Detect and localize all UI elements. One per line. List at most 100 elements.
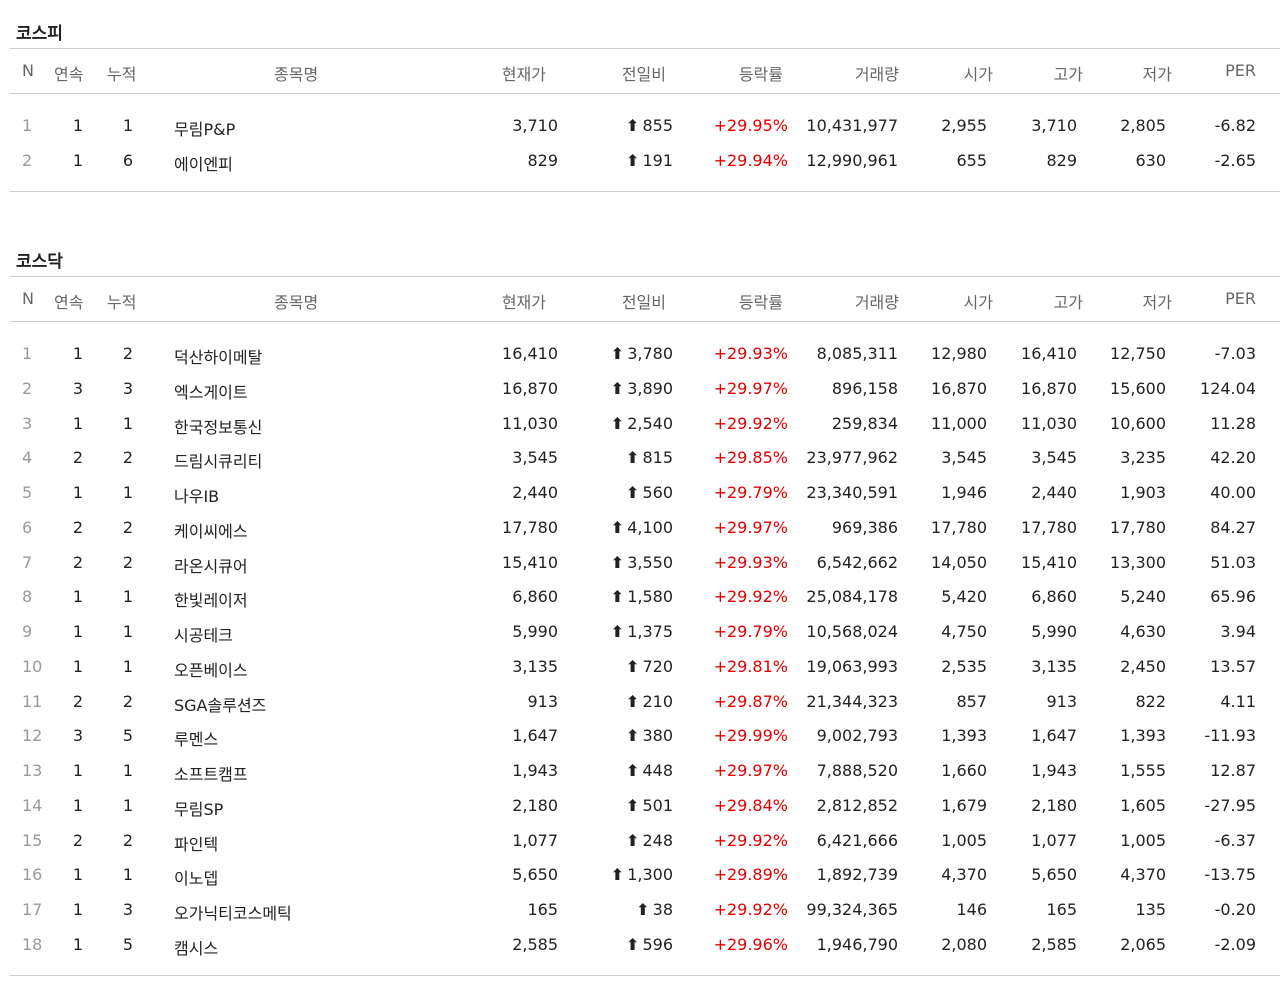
table-row: 6 2 2 케이씨에스 17,780 ⬆ 4,100 +29.97% 969,386 17,780… — [10, 510, 1280, 545]
high-cell: 17,780 — [1021, 517, 1077, 537]
change-cell: ⬆ 815 — [626, 448, 673, 467]
col-rate-header[interactable]: 등락률 — [738, 65, 783, 84]
stock-name-link[interactable]: 오픈베이스 — [174, 660, 248, 680]
stock-name-link[interactable]: 무림SP — [174, 799, 224, 819]
change-cell: ⬆ 2,540 — [611, 414, 673, 433]
volume-cell: 12,990,961 — [806, 150, 898, 170]
high-cell: 6,860 — [1031, 587, 1077, 607]
stock-name-link[interactable]: 한국정보통신 — [174, 417, 263, 437]
low-cell: 1,903 — [1120, 483, 1166, 502]
stock-name-link[interactable]: 나우IB — [174, 487, 220, 506]
stock-name-link[interactable]: 라온시큐어 — [174, 556, 248, 576]
change-value: 855 — [642, 116, 673, 135]
stock-name-link[interactable]: 무림P&P — [174, 120, 236, 139]
stock-name-link[interactable]: 드림시큐리티 — [174, 452, 263, 472]
stock-name-link[interactable]: 한빛레이저 — [174, 591, 248, 611]
col-consecutive-header[interactable]: 연속 — [54, 65, 84, 84]
change-cell: ⬆ 3,550 — [611, 553, 673, 572]
stock-name-link[interactable]: SGA솔루션즈 — [174, 695, 267, 715]
up-arrow-icon: ⬆ — [626, 830, 640, 850]
per-cell: 40.00 — [1210, 483, 1256, 502]
col-low-header[interactable]: 저가 — [1142, 65, 1172, 84]
rank-cell: 10 — [22, 656, 43, 676]
col-cumulative-header[interactable]: 누적 — [107, 65, 137, 84]
table-row: 4 2 2 드림시큐리티 3,545 ⬆ 815 +29.85% 23,977,962 3,545… — [10, 440, 1280, 475]
up-arrow-icon: ⬆ — [626, 691, 640, 711]
col-high-header[interactable]: 고가 — [1053, 293, 1083, 312]
col-cumulative-header[interactable]: 누적 — [107, 293, 137, 312]
cumulative-cell: 2 — [122, 552, 134, 572]
col-low-header[interactable]: 저가 — [1142, 293, 1172, 312]
rate-cell: +29.95% — [713, 116, 788, 135]
open-cell: 2,955 — [941, 116, 987, 135]
col-price-header[interactable]: 현재가 — [501, 293, 546, 312]
col-rate-header[interactable]: 등락률 — [738, 293, 783, 312]
table-row: 17 1 3 오가닉티코스메틱 165 ⬆ 38 +29.92% 99,324,365 146 16… — [10, 892, 1280, 927]
price-cell: 2,180 — [512, 795, 558, 815]
volume-cell: 259,834 — [831, 413, 898, 433]
open-cell: 5,420 — [941, 587, 987, 607]
low-cell: 2,450 — [1120, 656, 1166, 676]
up-arrow-icon: ⬆ — [626, 726, 640, 746]
col-consecutive-header[interactable]: 연속 — [54, 293, 84, 312]
high-cell: 1,647 — [1031, 726, 1077, 746]
price-cell: 3,710 — [512, 116, 558, 135]
stock-name-link[interactable]: 루멘스 — [174, 730, 219, 750]
stock-name-link[interactable]: 오가닉티코스메틱 — [174, 904, 292, 923]
per-cell: -6.82 — [1214, 116, 1256, 135]
col-per-header[interactable]: PER — [1225, 289, 1256, 308]
kosdaq-title: 코스닥 — [16, 252, 63, 272]
kosdaq-table-header: N 연속 누적 종목명 현재가 전일비 등락률 거래량 시가 고가 저가 PER — [10, 276, 1280, 322]
col-name-header[interactable]: 종목명 — [274, 293, 319, 312]
volume-cell: 2,812,852 — [816, 795, 898, 815]
change-value: 720 — [642, 656, 673, 676]
high-cell: 2,585 — [1031, 934, 1077, 954]
stock-name-link[interactable]: 엑스게이트 — [174, 382, 248, 402]
col-n-header[interactable]: N — [22, 61, 34, 80]
high-cell: 16,870 — [1021, 378, 1077, 398]
high-cell: 165 — [1046, 900, 1077, 919]
up-arrow-icon: ⬆ — [626, 483, 640, 502]
change-value: 815 — [642, 448, 673, 468]
stock-name-link[interactable]: 케이씨에스 — [174, 521, 248, 541]
table-row: 15 2 2 파인텍 1,077 ⬆ 248 +29.92% 6,421,666 1,005 1,0… — [10, 823, 1280, 858]
change-value: 1,375 — [627, 622, 673, 641]
rank-cell: 1 — [22, 344, 33, 363]
stock-name-link[interactable]: 캠시스 — [174, 938, 219, 958]
col-n-header[interactable]: N — [22, 289, 34, 308]
change-value: 448 — [642, 761, 673, 780]
open-cell: 2,535 — [941, 656, 987, 676]
per-cell: 51.03 — [1210, 552, 1256, 572]
table-row: 3 1 1 한국정보통신 11,030 ⬆ 2,540 +29.92% 259,834 11,00… — [10, 406, 1280, 441]
up-arrow-icon: ⬆ — [610, 587, 625, 607]
stock-name-link[interactable]: 이노뎁 — [174, 869, 219, 889]
col-price-header[interactable]: 현재가 — [501, 65, 546, 84]
low-cell: 17,780 — [1110, 517, 1166, 537]
price-cell: 913 — [527, 691, 558, 711]
per-cell: -0.20 — [1214, 900, 1256, 919]
col-high-header[interactable]: 고가 — [1053, 65, 1083, 84]
col-change-header[interactable]: 전일비 — [621, 293, 666, 312]
col-name-header[interactable]: 종목명 — [274, 65, 319, 84]
col-volume-header[interactable]: 거래량 — [854, 293, 899, 312]
rank-cell: 1 — [22, 116, 33, 135]
rate-cell: +29.79% — [713, 622, 788, 641]
table-row: 13 1 1 소프트캠프 1,943 ⬆ 448 +29.97% 7,888,520 1,660 1… — [10, 753, 1280, 788]
change-cell: ⬆ 1,300 — [611, 865, 673, 884]
cumulative-cell: 6 — [122, 150, 134, 170]
stock-name-link[interactable]: 시공테크 — [174, 626, 233, 645]
stock-name-link[interactable]: 에이엔피 — [174, 154, 233, 174]
rank-cell: 13 — [22, 761, 43, 780]
change-cell: ⬆ 248 — [626, 831, 673, 850]
col-volume-header[interactable]: 거래량 — [854, 65, 899, 84]
col-per-header[interactable]: PER — [1225, 61, 1256, 80]
up-arrow-icon: ⬆ — [610, 378, 625, 398]
stock-name-link[interactable]: 파인텍 — [174, 834, 219, 854]
col-change-header[interactable]: 전일비 — [621, 65, 666, 84]
stock-name-link[interactable]: 덕산하이메탈 — [174, 348, 263, 367]
stock-name-link[interactable]: 소프트캠프 — [174, 765, 248, 784]
col-open-header[interactable]: 시가 — [963, 293, 993, 312]
col-open-header[interactable]: 시가 — [963, 65, 993, 84]
table-row: 18 1 5 캠시스 2,585 ⬆ 596 +29.96% 1,946,790 2,080 2,5… — [10, 927, 1280, 962]
up-arrow-icon: ⬆ — [626, 448, 640, 468]
